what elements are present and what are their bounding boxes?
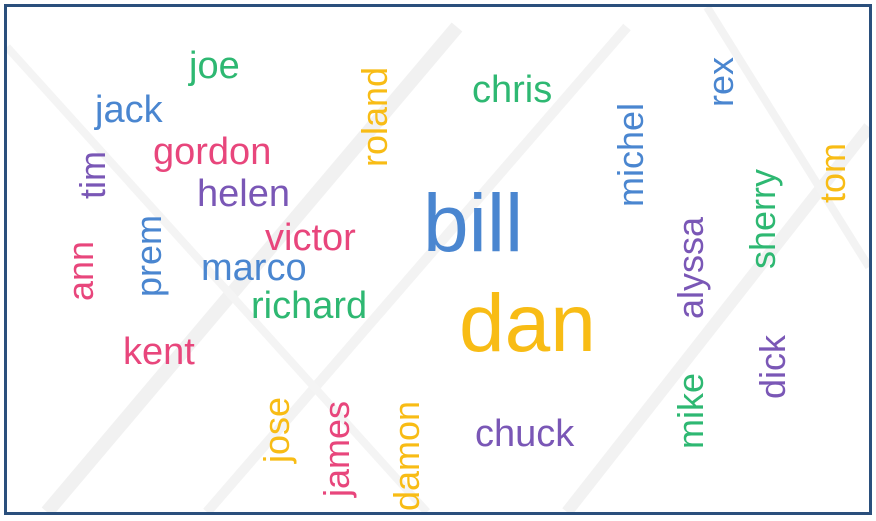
word-kent: kent bbox=[123, 331, 195, 373]
word-alyssa: alyssa bbox=[670, 216, 711, 319]
word-damon: damon bbox=[386, 400, 427, 511]
word-chris: chris bbox=[472, 69, 553, 111]
word-helen: helen bbox=[197, 173, 290, 215]
word-joe: joe bbox=[189, 45, 240, 87]
word-dan: dan bbox=[459, 278, 596, 369]
word-cloud-frame: joe jack gordon helen victor marco richa… bbox=[4, 4, 872, 515]
word-tom: tom bbox=[812, 142, 853, 203]
word-dick: dick bbox=[752, 334, 793, 399]
word-roland: roland bbox=[354, 66, 395, 167]
word-sherry: sherry bbox=[742, 168, 783, 269]
word-marco: marco bbox=[201, 247, 307, 289]
word-james: james bbox=[316, 400, 357, 497]
word-mike: mike bbox=[670, 372, 711, 449]
word-bill: bill bbox=[423, 178, 524, 269]
word-michel: michel bbox=[610, 102, 651, 207]
word-jack: jack bbox=[95, 89, 163, 131]
background-stripes bbox=[7, 7, 869, 512]
word-chuck: chuck bbox=[475, 413, 575, 455]
word-richard: richard bbox=[251, 285, 368, 327]
word-tim: tim bbox=[72, 151, 113, 199]
word-rex: rex bbox=[700, 56, 741, 107]
word-ann: ann bbox=[60, 240, 101, 301]
word-prem: prem bbox=[128, 214, 169, 297]
word-victor: victor bbox=[265, 217, 356, 259]
word-gordon: gordon bbox=[153, 131, 272, 173]
word-jose: jose bbox=[256, 396, 297, 463]
